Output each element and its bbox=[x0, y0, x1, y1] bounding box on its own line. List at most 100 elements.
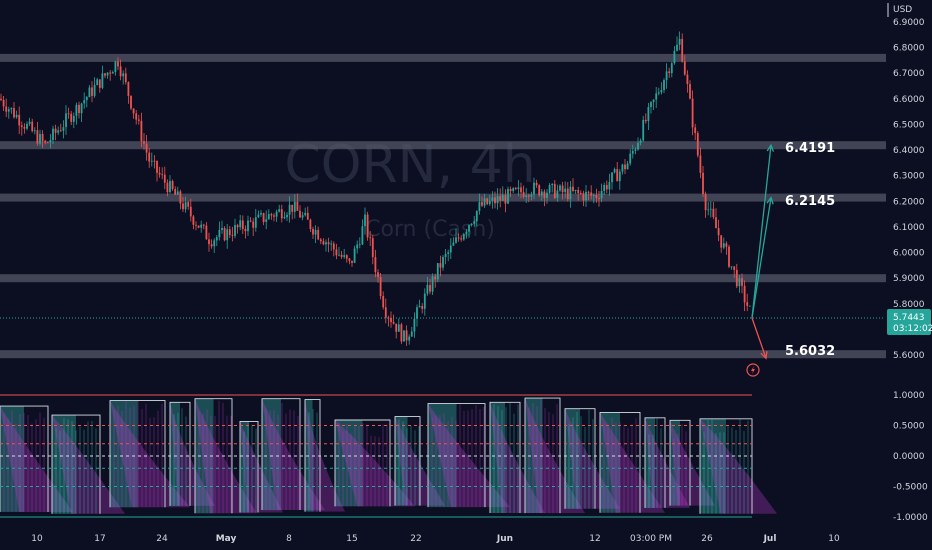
candle-body bbox=[611, 172, 613, 183]
candle-body bbox=[31, 121, 34, 132]
candle-body bbox=[741, 278, 743, 286]
candle-body bbox=[286, 214, 288, 218]
candle-body bbox=[608, 182, 611, 190]
candle-body bbox=[743, 285, 746, 303]
candle-body bbox=[288, 204, 291, 215]
candle-body bbox=[213, 240, 216, 247]
candle-body bbox=[41, 133, 44, 141]
osc-magenta-band bbox=[700, 418, 777, 514]
candle-body bbox=[236, 225, 239, 228]
candle-body bbox=[127, 82, 130, 96]
projection-line bbox=[751, 197, 772, 319]
candle-body bbox=[332, 243, 335, 250]
candle-body bbox=[535, 182, 538, 186]
candle-body bbox=[59, 130, 62, 132]
candle-body bbox=[70, 113, 73, 122]
level-zone bbox=[0, 193, 886, 202]
candle-body bbox=[551, 183, 554, 186]
candle-body bbox=[491, 197, 494, 201]
osc-magenta-band bbox=[240, 421, 283, 513]
candle-body bbox=[585, 191, 587, 201]
level-zone bbox=[0, 141, 886, 150]
candle-body bbox=[101, 73, 104, 88]
candle-body bbox=[468, 225, 470, 232]
candle-body bbox=[613, 169, 616, 173]
level-zone bbox=[0, 274, 886, 283]
date-axis[interactable]: 10 17 24 May 8 15 22 Jun 12 03:00 PM 26 Jul 10 bbox=[31, 534, 840, 544]
candle-body bbox=[670, 63, 673, 74]
candle-body bbox=[504, 195, 507, 204]
candle-body bbox=[15, 114, 18, 118]
last-price-countdown: 03:12:02 bbox=[893, 324, 932, 334]
candle-body bbox=[725, 243, 728, 247]
candle-body bbox=[665, 71, 668, 81]
candle-body bbox=[254, 217, 257, 228]
candle-body bbox=[98, 79, 101, 88]
candle-body bbox=[699, 155, 702, 173]
candle-body bbox=[215, 237, 218, 241]
candle-body bbox=[488, 200, 491, 205]
candle-body bbox=[621, 164, 624, 172]
candle-body bbox=[65, 113, 67, 128]
candle-body bbox=[270, 214, 273, 216]
candle-body bbox=[5, 106, 8, 112]
candle-body bbox=[158, 172, 161, 175]
osc-tick-label: -1.0000 bbox=[893, 513, 928, 523]
osc-signal-line bbox=[51, 414, 101, 514]
candle-body bbox=[431, 276, 434, 292]
osc-tick-label: 0.0000 bbox=[893, 452, 925, 462]
price-tick-label: 6.3000 bbox=[893, 172, 925, 182]
candle-body bbox=[624, 164, 626, 170]
candle-body bbox=[153, 160, 156, 162]
candle-body bbox=[587, 191, 590, 193]
candle-body bbox=[265, 219, 268, 222]
candle-body bbox=[275, 211, 278, 217]
candle-body bbox=[392, 322, 395, 324]
candle-body bbox=[156, 161, 158, 173]
candle-body bbox=[473, 221, 476, 224]
candle-body bbox=[650, 102, 652, 108]
candle-body bbox=[397, 324, 400, 332]
candle-body bbox=[390, 318, 392, 323]
candle-body bbox=[340, 254, 343, 257]
date-tick-label: May bbox=[216, 534, 237, 544]
osc-magenta-band bbox=[305, 399, 345, 512]
osc-signal-line bbox=[564, 408, 596, 509]
date-tick-label: 26 bbox=[701, 534, 713, 544]
candle-body bbox=[348, 258, 351, 261]
osc-signal-line bbox=[0, 405, 49, 512]
osc-teal-band bbox=[262, 398, 281, 511]
candle-body bbox=[241, 220, 244, 229]
candle-body bbox=[67, 113, 70, 115]
candle-body bbox=[676, 44, 678, 51]
candle-body bbox=[140, 120, 143, 142]
candle-body bbox=[189, 206, 192, 217]
candle-body bbox=[210, 244, 213, 247]
candle-body bbox=[88, 87, 91, 98]
price-tick-label: 5.9000 bbox=[893, 274, 925, 284]
candle-body bbox=[582, 193, 585, 201]
candle-body bbox=[145, 143, 148, 153]
candle-body bbox=[572, 186, 574, 191]
price-tick-label: 6.4000 bbox=[893, 146, 925, 156]
osc-signal-line bbox=[669, 419, 691, 506]
date-tick-label: 8 bbox=[286, 534, 292, 544]
candle-body bbox=[403, 330, 405, 342]
candle-body bbox=[730, 266, 733, 268]
candle-body bbox=[171, 181, 174, 190]
candle-body bbox=[603, 185, 606, 191]
candle-body bbox=[117, 61, 119, 67]
candle-body bbox=[696, 133, 699, 156]
osc-signal-line bbox=[239, 420, 259, 513]
candle-body bbox=[150, 160, 153, 162]
candle-body bbox=[161, 174, 164, 176]
osc-signal-line bbox=[194, 398, 233, 514]
lightning-icon[interactable] bbox=[746, 363, 760, 377]
candle-body bbox=[143, 141, 145, 144]
candle-body bbox=[566, 188, 569, 200]
candle-body bbox=[226, 229, 229, 241]
osc-magenta-band bbox=[525, 398, 585, 514]
candle-body bbox=[345, 255, 348, 259]
candle-body bbox=[72, 116, 75, 122]
